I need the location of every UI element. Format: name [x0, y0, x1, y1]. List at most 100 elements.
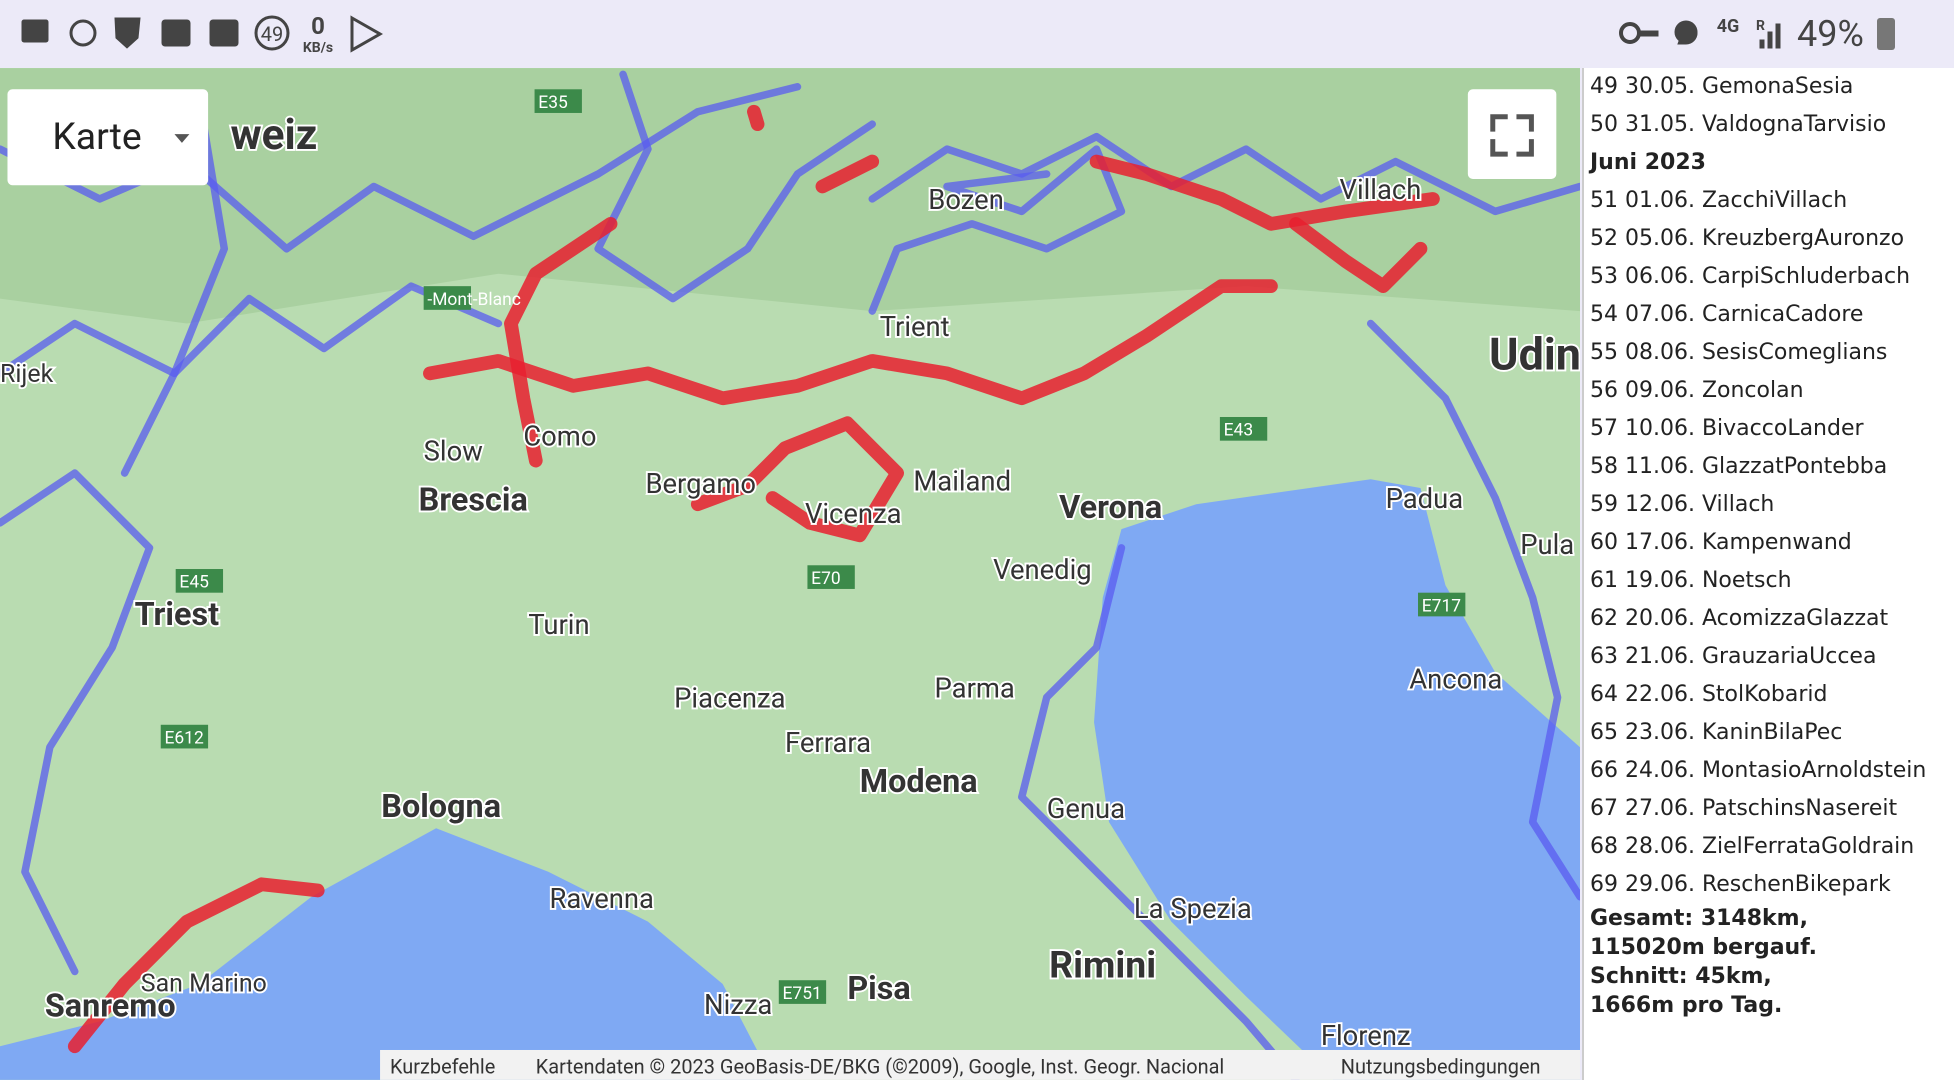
status-bar: 49 0 KB/s 4G R 49%: [0, 0, 1954, 68]
tour-entry[interactable]: 66 24.06. MontasioArnoldstein: [1590, 758, 1927, 783]
summary: 1666m pro Tag.: [1590, 993, 1783, 1018]
tour-entry[interactable]: 52 05.06. KreuzbergAuronzo: [1590, 226, 1905, 251]
place-label: Bergamo: [645, 468, 756, 500]
road-label: E70: [811, 569, 841, 589]
road-label: E45: [179, 573, 209, 593]
tour-entry[interactable]: 65 23.06. KaninBilaPec: [1590, 720, 1843, 745]
map[interactable]: Karte weiz Bozen Trient Villach Udine Slow Com…: [0, 68, 1580, 1080]
route: [67, 877, 325, 1054]
tour-entry[interactable]: 58 11.06. GlazzatPontebba: [1590, 454, 1888, 479]
place-label: Pisa: [847, 969, 910, 1007]
place-label: weiz: [231, 111, 318, 160]
layer-button[interactable]: [7, 89, 209, 186]
place-label: Padua: [1386, 483, 1464, 515]
tour-entry[interactable]: 64 22.06. StolKobarid: [1590, 682, 1828, 707]
sea: [1094, 479, 1580, 1080]
battery-percent: 49%: [1797, 13, 1864, 55]
tour-entry[interactable]: 67 27.06. PatschinsNasereit: [1590, 796, 1898, 821]
icon: [1775, 23, 1781, 49]
place-label: Pula: [1520, 529, 1574, 561]
icon: [1637, 30, 1659, 37]
tour-entry[interactable]: 60 17.06. Kampenwand: [1590, 530, 1852, 555]
tour-entry[interactable]: 50 31.05. ValdognaTarvisio: [1590, 112, 1887, 137]
place-label: Ferrara: [785, 727, 871, 759]
route: [1289, 217, 1428, 294]
place-label: Piacenza: [674, 682, 785, 714]
place-label: Villach: [1340, 174, 1422, 206]
icon: [254, 15, 290, 51]
tour-entry[interactable]: 56 09.06. Zoncolan: [1590, 378, 1804, 403]
route: [1018, 544, 1300, 1080]
road-label: E612: [164, 728, 204, 748]
route: [868, 132, 1580, 216]
tour-entry[interactable]: 68 28.06. ZielFerrataGoldrain: [1590, 834, 1915, 859]
tour-entry[interactable]: 62 20.06. AcomizzaGlazzat: [1590, 606, 1889, 631]
place-label: Bologna: [381, 787, 501, 825]
dropdown-arrow: [174, 134, 190, 143]
attribution-bar: [380, 1049, 1580, 1080]
tour-entry[interactable]: 55 08.06. SesisComeglians: [1590, 340, 1888, 365]
place-label: Parma: [935, 672, 1015, 704]
tour-entry[interactable]: 69 29.06. ReschenBikepark: [1590, 872, 1891, 897]
place-label: Ancona: [1409, 664, 1502, 696]
tour-entry[interactable]: 61 19.06. Noetsch: [1590, 568, 1792, 593]
road-shield: [1219, 416, 1268, 441]
route: [815, 154, 880, 194]
fullscreen-button[interactable]: [1467, 89, 1557, 179]
alps: [0, 68, 1580, 324]
road-label: E35: [538, 93, 568, 113]
tour-entry[interactable]: 54 07.06. CarnicaCadore: [1590, 302, 1864, 327]
summary: Schnitt: 45km,: [1590, 964, 1772, 989]
road-shield: [534, 89, 582, 113]
road-shield: [423, 286, 472, 310]
place-label: Nizza: [704, 989, 772, 1021]
status-text: KB/s: [303, 40, 333, 56]
place-label: Mailand: [913, 466, 1011, 498]
tour-entry[interactable]: 59 12.06. Villach: [1590, 492, 1775, 517]
status-text: 49: [261, 22, 283, 46]
tour-entry[interactable]: 51 01.06. ZacchiVillach: [1590, 188, 1848, 213]
place-label: San Marino: [141, 969, 267, 998]
route: [690, 416, 905, 543]
attribution[interactable]: Nutzungsbedingungen: [1341, 1056, 1541, 1079]
icon: [1674, 20, 1698, 44]
battery: [1877, 18, 1895, 50]
icon: [209, 19, 239, 47]
fullscreen-icon: [1490, 114, 1534, 157]
place-label: Trient: [880, 311, 950, 343]
tour-entry[interactable]: 49 30.05. GemonaSesia: [1590, 74, 1854, 99]
road-shield: [1418, 592, 1466, 617]
tour-entry[interactable]: 63 21.06. GrauzariaUccea: [1590, 644, 1877, 669]
place-label: Turin: [528, 609, 589, 641]
icon: [69, 19, 97, 47]
tour-entry[interactable]: 57 10.06. BivaccoLander: [1590, 416, 1864, 441]
route: [423, 279, 1278, 406]
layer-button-label[interactable]: Karte: [52, 115, 141, 159]
road-shield: [160, 724, 209, 749]
route: [120, 95, 229, 477]
status-text: 4G: [1717, 16, 1740, 37]
place-label: Rijek: [0, 360, 54, 389]
summary: Gesamt: 3148km,: [1590, 906, 1808, 931]
route: [504, 217, 618, 468]
place-label: Ravenna: [550, 883, 654, 915]
icon: [161, 19, 191, 47]
icon: [1759, 39, 1765, 49]
month-heading: Juni 2023: [1590, 150, 1706, 175]
road-label: E751: [783, 984, 822, 1004]
summary: 115020m bergauf.: [1590, 935, 1817, 960]
route: [747, 104, 765, 132]
route: [1366, 319, 1580, 901]
blue-routes: [0, 70, 1580, 1080]
route: [0, 469, 154, 976]
tour-entry[interactable]: 53 06.06. CarpiSchluderbach: [1590, 264, 1911, 289]
status-text: R: [1756, 18, 1765, 34]
attribution[interactable]: Kurzbefehle: [390, 1056, 495, 1079]
route: [0, 83, 802, 253]
icon: [1767, 31, 1773, 49]
road-label: E717: [1422, 596, 1462, 616]
route: [868, 145, 1126, 315]
status-icons: 49 0 KB/s 4G R 49%: [21, 12, 1895, 56]
place-label: Slow: [424, 436, 483, 468]
place-label: Triest: [135, 595, 220, 633]
